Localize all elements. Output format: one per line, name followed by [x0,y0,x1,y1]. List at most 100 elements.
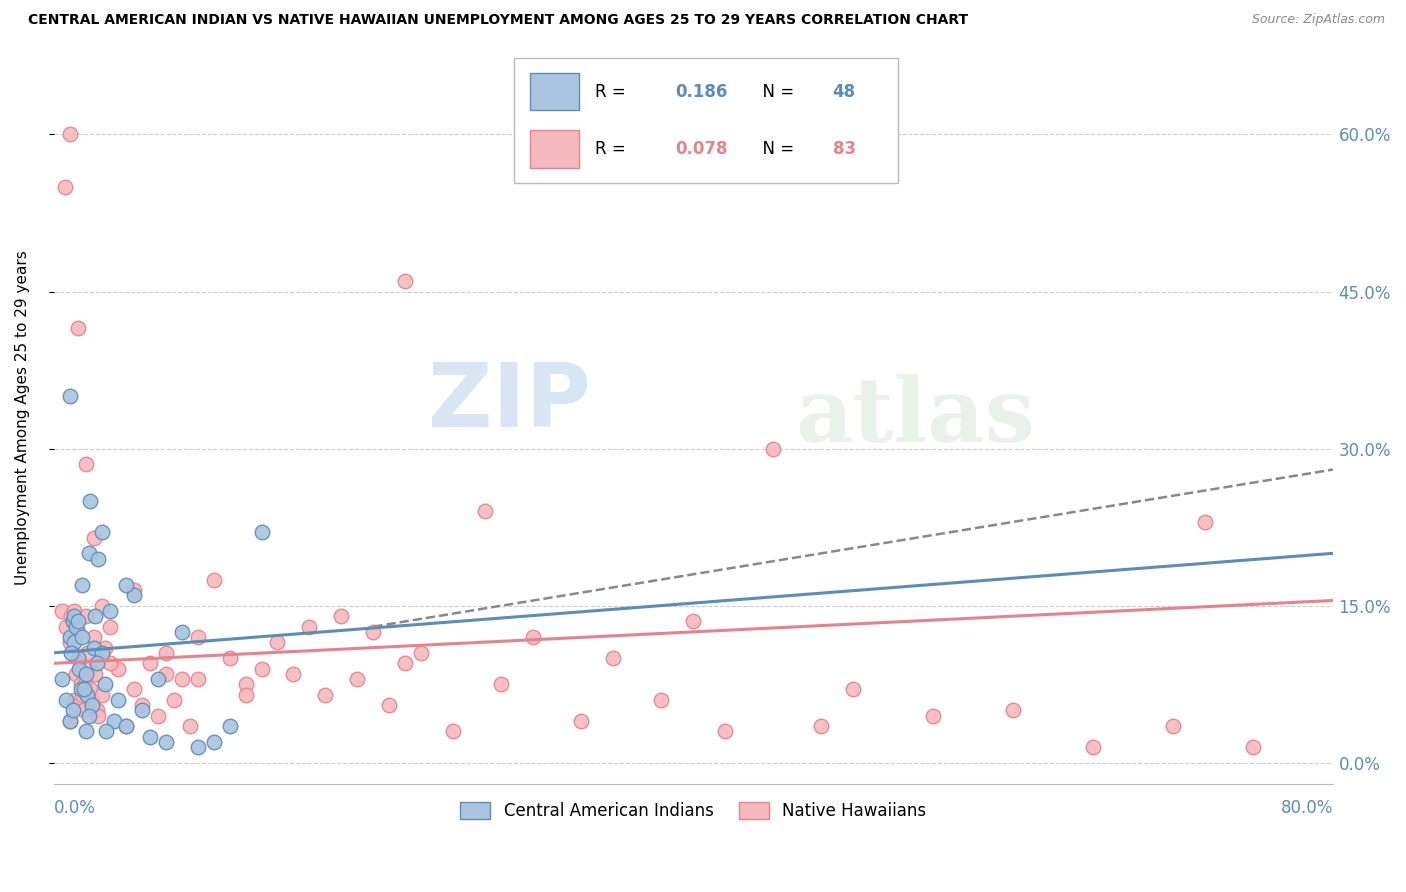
Point [75,724,97,739]
Point [474,504,496,518]
Text: CENTRAL AMERICAN INDIAN VS NATIVE HAWAIIAN UNEMPLOYMENT AMONG AGES 25 TO 29 YEAR: CENTRAL AMERICAN INDIAN VS NATIVE HAWAII… [28,13,969,28]
Point [1002,703,1025,717]
Point [62,615,84,629]
Point [73,703,96,717]
Point [59,630,82,644]
Point [84,609,107,624]
Text: Source: ZipAtlas.com: Source: ZipAtlas.com [1251,13,1385,27]
Point [98,620,121,634]
Point [84,666,107,681]
Point [411,646,433,660]
Point [138,657,160,671]
Point [1161,719,1184,733]
Point [107,661,129,675]
Point [378,698,401,713]
Point [394,657,416,671]
Point [59,714,82,728]
Point [162,693,184,707]
Point [98,604,121,618]
Point [77,546,100,560]
Point [363,624,385,639]
Point [762,442,785,456]
Point [79,494,101,508]
Point [75,458,97,472]
Point [63,693,86,707]
Point [250,661,273,675]
Point [122,682,145,697]
Point [55,620,77,634]
Point [62,615,84,629]
Point [72,630,94,644]
Point [235,688,257,702]
Point [90,646,112,660]
Point [86,657,108,671]
Point [87,708,110,723]
Point [59,128,82,142]
Point [73,682,96,697]
Point [65,620,87,634]
Point [170,672,193,686]
Point [51,604,73,618]
Point [283,666,305,681]
Text: 0.0%: 0.0% [53,799,96,817]
Point [90,525,112,540]
Point [63,635,86,649]
Point [394,274,416,288]
Point [810,719,832,733]
Point [63,604,86,618]
Point [146,672,169,686]
Point [76,688,98,702]
Point [87,551,110,566]
Point [146,708,169,723]
Point [235,677,257,691]
Point [76,646,98,660]
Point [77,661,100,675]
Point [94,640,117,655]
Point [90,599,112,613]
Point [60,646,83,660]
Point [60,609,83,624]
Point [186,740,208,755]
Point [650,693,672,707]
Point [66,615,89,629]
Point [266,635,288,649]
Point [131,703,153,717]
Point [114,719,136,733]
Point [72,578,94,592]
Point [80,698,103,713]
Point [714,724,737,739]
Point [66,651,89,665]
Point [65,666,87,681]
Point [155,646,177,660]
Text: atlas: atlas [796,374,1035,460]
Point [86,703,108,717]
Point [131,698,153,713]
Point [83,630,105,644]
Point [202,573,225,587]
Point [67,651,90,665]
Point [59,635,82,649]
Point [114,578,136,592]
Point [63,609,86,624]
Point [59,389,82,403]
Point [72,688,94,702]
Point [66,698,89,713]
Point [66,624,89,639]
Point [330,609,353,624]
Point [80,693,103,707]
Point [186,630,208,644]
Point [83,531,105,545]
Point [79,682,101,697]
Point [682,615,704,629]
Point [922,708,945,723]
Point [69,682,91,697]
Point [53,179,76,194]
Point [218,651,240,665]
Point [250,525,273,540]
Point [83,640,105,655]
Point [107,693,129,707]
Point [75,672,97,686]
Point [51,672,73,686]
Legend: Central American Indians, Native Hawaiians: Central American Indians, Native Hawaiia… [454,795,932,827]
Point [569,714,592,728]
